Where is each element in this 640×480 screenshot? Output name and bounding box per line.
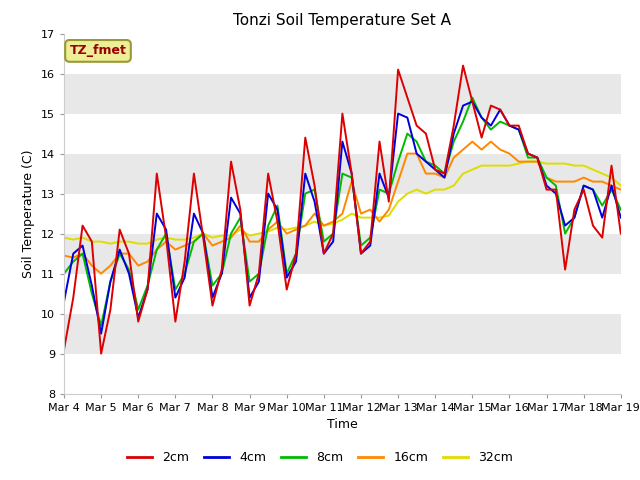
8cm [561,231,569,237]
Legend: 2cm, 4cm, 8cm, 16cm, 32cm: 2cm, 4cm, 8cm, 16cm, 32cm [122,446,518,469]
32cm [617,183,625,189]
2cm [460,63,467,69]
2cm [180,259,188,264]
8cm [366,235,374,240]
Line: 16cm: 16cm [64,142,621,274]
8cm [468,95,476,100]
Text: TZ_fmet: TZ_fmet [70,44,127,58]
Line: 4cm: 4cm [64,102,621,334]
Line: 8cm: 8cm [64,97,621,325]
32cm [524,159,532,165]
2cm [200,235,207,240]
16cm [617,187,625,192]
Line: 32cm: 32cm [64,162,621,243]
4cm [200,231,207,237]
4cm [264,191,272,196]
32cm [180,237,188,242]
8cm [200,231,207,237]
Bar [64,313,621,354]
32cm [366,215,374,220]
8cm [264,223,272,228]
16cm [180,243,188,249]
Bar [64,34,621,73]
4cm [468,99,476,105]
Bar [64,354,621,394]
Line: 2cm: 2cm [64,66,621,354]
Bar [64,193,621,234]
8cm [97,323,105,328]
16cm [97,271,105,276]
Bar [64,73,621,114]
16cm [200,231,207,237]
16cm [468,139,476,144]
16cm [60,252,68,258]
16cm [403,151,411,156]
4cm [403,115,411,120]
8cm [60,271,68,276]
8cm [180,271,188,276]
4cm [617,215,625,220]
2cm [60,347,68,352]
8cm [403,131,411,136]
4cm [366,243,374,249]
32cm [106,240,115,247]
Y-axis label: Soil Temperature (C): Soil Temperature (C) [22,149,35,278]
Title: Tonzi Soil Temperature Set A: Tonzi Soil Temperature Set A [234,13,451,28]
Bar [64,114,621,154]
Bar [64,274,621,313]
16cm [366,207,374,213]
2cm [403,95,411,100]
32cm [561,161,569,167]
4cm [561,223,569,228]
2cm [366,239,374,244]
4cm [180,275,188,280]
32cm [264,228,272,234]
2cm [617,231,625,237]
16cm [561,179,569,184]
8cm [617,207,625,213]
4cm [60,299,68,304]
2cm [561,267,569,273]
16cm [264,227,272,232]
2cm [264,171,272,177]
Bar [64,154,621,193]
Bar [64,234,621,274]
4cm [97,331,105,336]
2cm [97,351,105,357]
X-axis label: Time: Time [327,418,358,431]
32cm [60,235,68,240]
32cm [200,231,207,237]
32cm [403,191,411,196]
